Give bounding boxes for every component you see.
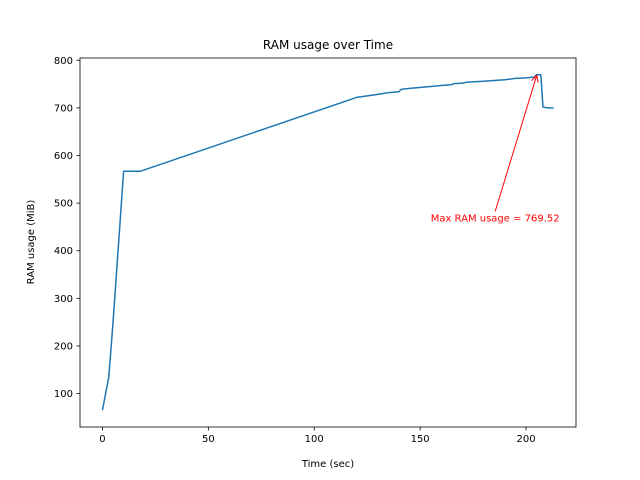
chart-title: RAM usage over Time xyxy=(263,38,393,52)
y-tick-label: 600 xyxy=(54,151,73,162)
axes-frame xyxy=(79,57,577,428)
x-tick-label: 150 xyxy=(411,434,430,445)
annotations: Max RAM usage = 769.52 xyxy=(431,76,560,224)
x-axis-label: Time (sec) xyxy=(301,459,354,470)
annotation-arrow xyxy=(494,76,536,212)
x-axis-ticks: 0 50 100 150 200 xyxy=(99,427,536,445)
x-tick-label: 0 xyxy=(99,434,105,445)
y-tick-label: 100 xyxy=(54,389,73,400)
series-line-ram-usage xyxy=(101,74,554,411)
y-tick-label: 200 xyxy=(54,341,73,352)
plot-area: 0 50 100 150 200 100 200 300 400 500 600 700 800 Ma… xyxy=(54,56,577,445)
y-tick-label: 500 xyxy=(54,199,73,210)
y-tick-label: 800 xyxy=(54,56,73,67)
y-axis-ticks: 100 200 300 400 500 600 700 800 xyxy=(54,56,80,400)
y-tick-label: 700 xyxy=(54,103,73,114)
x-tick-label: 200 xyxy=(516,434,535,445)
x-tick-label: 100 xyxy=(305,434,324,445)
y-tick-label: 400 xyxy=(54,246,73,257)
x-tick-label: 50 xyxy=(202,434,215,445)
y-axis-label: RAM usage (MiB) xyxy=(26,200,37,285)
annotation-text: Max RAM usage = 769.52 xyxy=(431,213,560,224)
y-tick-label: 300 xyxy=(54,294,73,305)
